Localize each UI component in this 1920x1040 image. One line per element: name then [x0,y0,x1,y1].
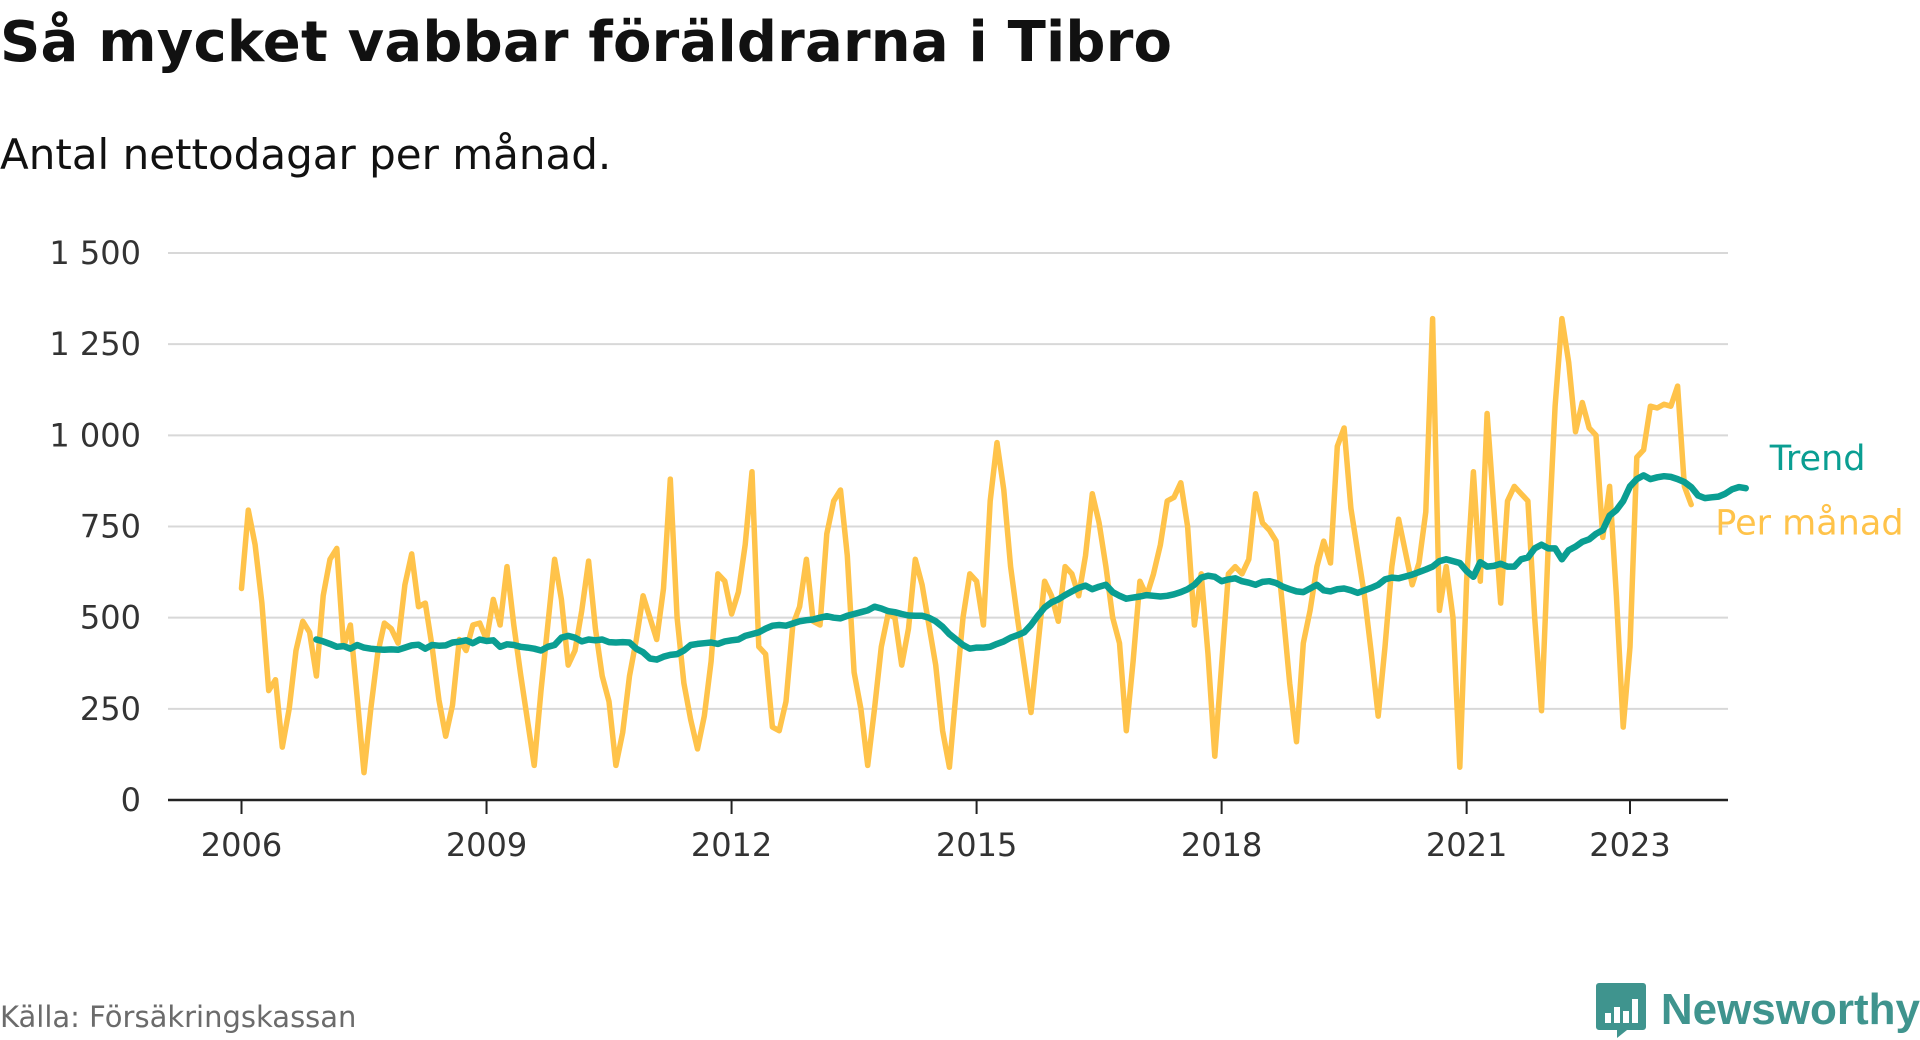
y-tick-label: 1 250 [49,325,141,363]
per-month-label: Per månad [1715,503,1903,544]
brand-logo[interactable]: Newsworthy [1595,980,1920,1040]
series-lines [238,315,1749,776]
y-tick-label: 1 500 [49,234,141,272]
y-tick-label: 0 [121,781,141,819]
y-tick-label: 250 [80,690,141,728]
x-tick-label: 2023 [1589,826,1670,864]
x-tick-label: 2015 [936,826,1017,864]
x-tick-label: 2009 [446,826,527,864]
x-tick-label: 2006 [201,826,282,864]
x-tick-label: 2012 [691,826,772,864]
chart-title: Så mycket vabbar föräldrarna i Tibro [0,10,1173,75]
source-note: Källa: Försäkringskassan [0,1000,357,1034]
y-tick-label: 750 [80,508,141,546]
brand-name: Newsworthy [1660,985,1920,1034]
newsworthy-logo-icon [1595,983,1646,1038]
y-tick-label: 1 000 [49,416,141,454]
y-tick-label: 500 [80,599,141,637]
chart-subtitle: Antal nettodagar per månad. [0,130,612,179]
y-axis-ticks: 0 250 500 750 1 000 1 250 1 500 [49,234,141,819]
per-month-line [238,315,1694,776]
trend-line [313,472,1749,663]
x-tick-label: 2021 [1426,826,1507,864]
trend-label: Trend [1769,439,1866,479]
x-axis-ticks: 2006 2009 2012 2015 2018 2021 2023 [201,800,1671,864]
series-labels: Trend Per månad [1715,439,1903,543]
x-tick-label: 2018 [1181,826,1262,864]
